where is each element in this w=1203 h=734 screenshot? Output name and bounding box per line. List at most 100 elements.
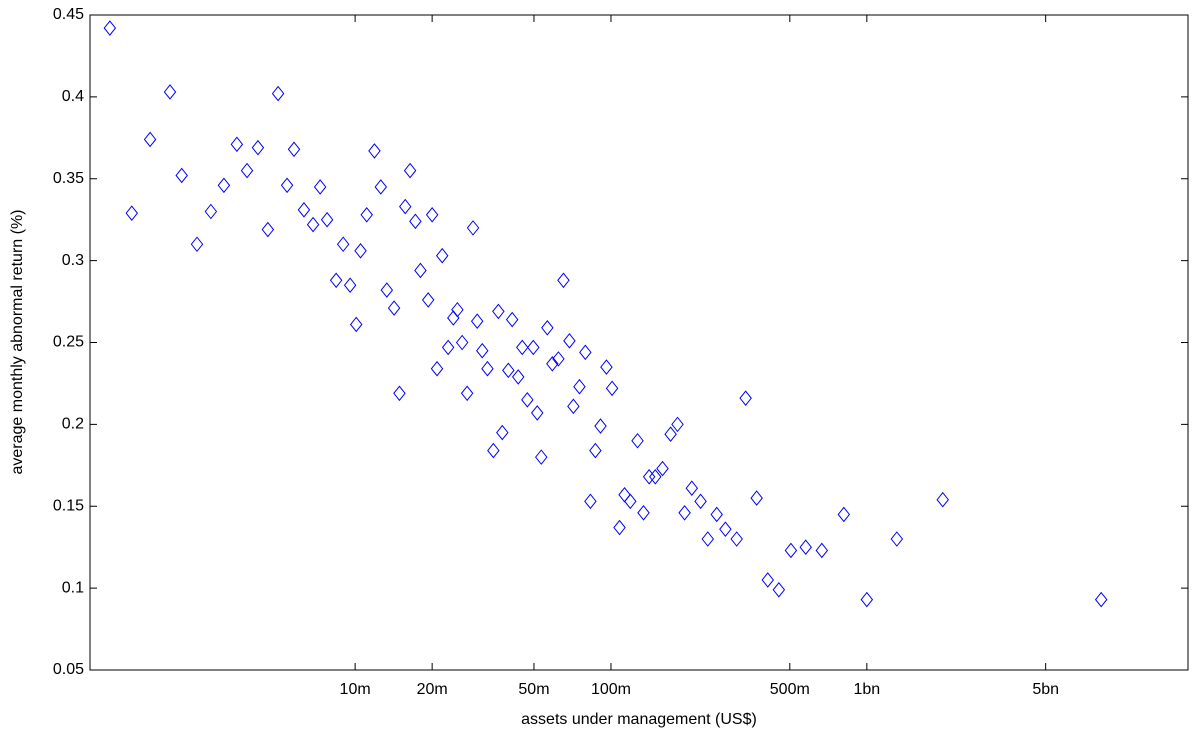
point	[664, 426, 677, 443]
point	[605, 380, 619, 397]
point	[563, 333, 576, 349]
point	[573, 378, 586, 395]
point	[451, 301, 464, 318]
point	[409, 213, 422, 230]
x-tick-label: 1bn	[853, 681, 880, 698]
point	[425, 206, 439, 223]
point	[435, 247, 449, 264]
point	[649, 468, 662, 485]
point	[387, 300, 401, 316]
point	[175, 167, 188, 184]
point	[516, 339, 529, 356]
y-tick-label: 0.45	[53, 6, 84, 23]
point	[163, 84, 177, 100]
point	[329, 272, 343, 289]
point	[441, 339, 455, 356]
point	[103, 20, 117, 36]
point	[557, 272, 570, 289]
point	[541, 319, 554, 336]
point	[521, 392, 534, 408]
point	[511, 369, 525, 385]
point	[399, 198, 412, 215]
point	[1094, 591, 1108, 608]
point	[589, 442, 602, 459]
point	[837, 506, 851, 523]
point	[403, 162, 417, 179]
plot-frame	[89, 14, 1189, 671]
y-tick-label: 0.3	[62, 252, 84, 269]
point	[685, 480, 699, 497]
x-tick-label: 50m	[518, 681, 549, 698]
point	[739, 390, 752, 406]
x-tick-label: 100m	[591, 681, 631, 698]
point	[368, 143, 381, 159]
point	[613, 519, 626, 536]
y-tick-label: 0.1	[62, 579, 84, 596]
y-tick-label: 0.4	[62, 88, 84, 105]
point	[204, 203, 218, 220]
point	[261, 221, 275, 238]
point	[414, 262, 427, 279]
point	[784, 542, 798, 559]
point	[460, 385, 474, 402]
point	[125, 205, 139, 221]
x-tick-label: 5bn	[1032, 681, 1059, 698]
point	[230, 136, 244, 153]
point	[631, 432, 644, 449]
point	[860, 591, 874, 608]
point	[251, 139, 265, 156]
point	[393, 385, 406, 402]
point	[430, 360, 444, 377]
point	[772, 581, 786, 598]
x-tick-label: 10m	[340, 681, 371, 698]
point	[567, 398, 580, 415]
point	[936, 491, 949, 508]
point	[313, 179, 327, 195]
point	[761, 572, 775, 588]
point	[546, 355, 559, 372]
point	[496, 424, 509, 441]
point	[671, 416, 684, 433]
point	[271, 85, 285, 102]
point	[306, 216, 320, 233]
y-tick-label: 0.2	[62, 416, 84, 433]
y-tick-label: 0.05	[53, 661, 84, 678]
point	[710, 506, 723, 523]
point	[730, 531, 743, 547]
point	[637, 504, 650, 521]
point	[297, 202, 311, 218]
y-tick-label: 0.15	[53, 497, 84, 514]
point	[476, 342, 489, 359]
point	[217, 177, 231, 194]
y-tick-label: 0.25	[53, 334, 84, 351]
point	[701, 531, 715, 547]
point	[354, 242, 367, 259]
point	[470, 313, 484, 330]
point	[502, 362, 515, 379]
point	[535, 449, 548, 465]
x-tick-label: 500m	[770, 681, 810, 698]
x-axis-label: assets under management (US$)	[521, 711, 757, 728]
point	[584, 493, 597, 510]
point	[143, 131, 157, 148]
point	[750, 490, 763, 506]
point	[466, 220, 480, 236]
point	[890, 531, 904, 547]
point	[719, 521, 732, 537]
point	[349, 316, 363, 333]
point	[190, 236, 204, 253]
y-axis-label: average monthly abnormal return (%)	[9, 209, 26, 474]
point	[287, 141, 301, 158]
point	[678, 504, 691, 521]
point	[579, 344, 592, 361]
point	[492, 303, 505, 320]
point	[530, 405, 544, 421]
point	[799, 539, 812, 555]
point	[527, 339, 540, 356]
point	[815, 542, 829, 559]
point	[694, 493, 707, 510]
point	[336, 236, 350, 253]
point	[280, 177, 294, 194]
x-tick-label: 20m	[417, 681, 448, 698]
